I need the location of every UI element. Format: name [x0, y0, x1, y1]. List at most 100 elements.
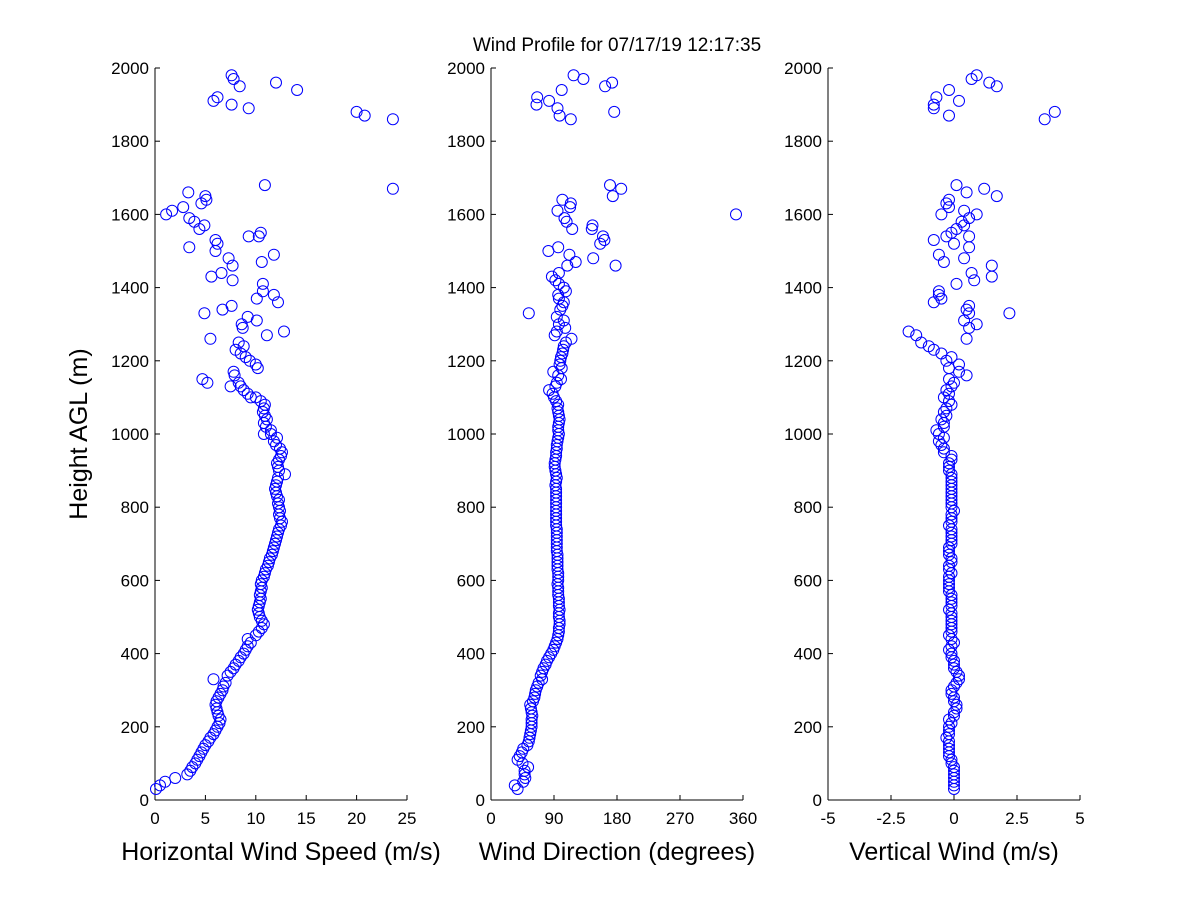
data-point [943, 720, 955, 733]
data-point [242, 102, 255, 115]
data-point [953, 358, 965, 371]
data-point [953, 673, 965, 686]
data-point [204, 731, 217, 744]
data-point [550, 325, 563, 338]
data-point [606, 190, 619, 203]
y-tick-label: 0 [813, 791, 822, 810]
data-point [183, 241, 196, 254]
data-point [212, 709, 225, 722]
data-point [567, 69, 580, 82]
data-point [262, 556, 275, 569]
data-point [985, 270, 998, 283]
y-axis-label: Height AGL (m) [65, 348, 93, 519]
data-point [249, 391, 262, 404]
panel-3: -5 -2.5 0 2.5 5 0 200 400 600 800 1000 1200 1400 1600… [784, 59, 1085, 866]
data-point [937, 446, 950, 459]
data-point [943, 193, 955, 206]
data-point [524, 698, 537, 711]
data-point [945, 471, 958, 484]
data-point [279, 468, 291, 481]
data-point [265, 548, 278, 561]
data-point [983, 76, 996, 89]
data-point [229, 658, 242, 671]
data-point [272, 526, 284, 539]
data-point [910, 329, 923, 342]
data-point [948, 709, 960, 722]
data-point [945, 450, 958, 462]
data-point [552, 369, 565, 382]
data-point [950, 277, 963, 290]
data-point [930, 424, 943, 437]
data-point [222, 252, 235, 265]
data-point [927, 234, 940, 246]
data-point [943, 603, 955, 616]
data-point [229, 343, 242, 356]
data-point [945, 640, 958, 653]
data-point [594, 237, 607, 250]
x-tick-label: 15 [297, 809, 316, 828]
data-point [209, 245, 222, 257]
y-tick-label: 2000 [111, 59, 149, 78]
data-point [547, 365, 560, 378]
data-point [528, 691, 541, 704]
data-point [556, 347, 569, 360]
data-point [198, 307, 211, 320]
data-point [225, 98, 238, 111]
data-point [937, 406, 950, 418]
data-point [252, 600, 265, 612]
x-tick-label: -2.5 [876, 809, 905, 828]
data-point [609, 259, 622, 272]
x-axis-label: Wind Direction (degrees) [479, 838, 756, 866]
y-tick-label: 0 [476, 791, 485, 810]
y-tick-label: 600 [121, 571, 149, 590]
x-axis-label: Vertical Wind (m/s) [849, 838, 1059, 866]
x-tick-label: 20 [347, 809, 366, 828]
data-point [945, 596, 958, 609]
data-point [257, 428, 270, 440]
data-point [948, 764, 960, 777]
data-point [943, 84, 955, 96]
data-point [945, 567, 958, 580]
data-point [191, 753, 204, 766]
data-point [530, 98, 543, 111]
data-point [945, 398, 958, 411]
data-point [930, 91, 943, 104]
data-point [177, 201, 190, 214]
data-point [932, 288, 945, 301]
data-point [935, 292, 948, 305]
data-point [945, 530, 958, 543]
data-point [182, 186, 195, 199]
data-point [272, 296, 284, 309]
x-tick-label: 5 [201, 809, 210, 828]
data-point [937, 256, 950, 268]
data-point [948, 237, 960, 250]
data-point [943, 548, 955, 561]
y-tick-label: 1400 [111, 279, 149, 298]
data-point [960, 186, 973, 199]
data-point [199, 190, 212, 203]
figure-title: Wind Profile for 07/17/19 12:17:35 [473, 35, 761, 56]
data-point [552, 241, 565, 254]
data-point [566, 223, 579, 235]
data-point [270, 479, 282, 492]
y-tick-label: 1200 [784, 352, 822, 371]
data-point [273, 464, 285, 477]
data-point [963, 307, 976, 320]
data-point [234, 651, 247, 664]
data-point [386, 182, 399, 195]
data-point [560, 215, 573, 228]
data-point [226, 274, 239, 287]
data-point [943, 643, 955, 656]
data-point [169, 772, 182, 784]
data-point [553, 358, 566, 371]
data-point [943, 201, 955, 214]
data-point [730, 208, 742, 221]
data-point [943, 457, 955, 470]
y-tick-label: 600 [457, 571, 485, 590]
y-tick-label: 1800 [447, 132, 485, 151]
data-point [948, 654, 960, 667]
data-point [257, 618, 270, 631]
data-point [953, 94, 965, 107]
data-point [241, 633, 254, 645]
data-point [543, 94, 556, 107]
